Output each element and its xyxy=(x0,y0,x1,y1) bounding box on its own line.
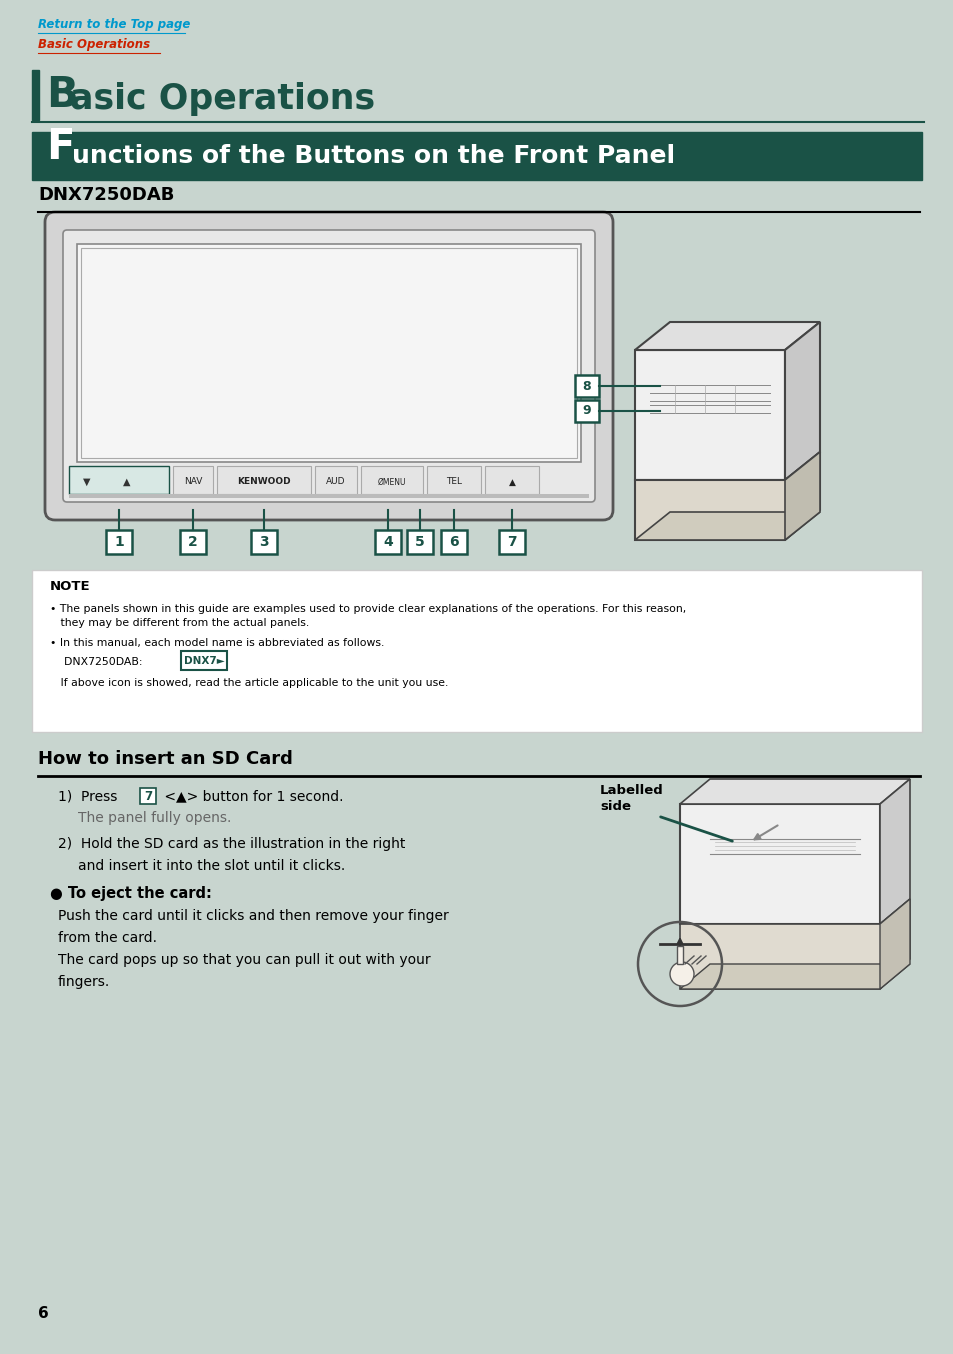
Text: 7: 7 xyxy=(507,535,517,548)
Bar xyxy=(440,529,467,554)
Text: 6: 6 xyxy=(449,535,458,548)
Text: from the card.: from the card. xyxy=(58,932,157,945)
Text: KENWOOD: KENWOOD xyxy=(237,478,291,486)
Text: 1: 1 xyxy=(114,535,124,548)
Bar xyxy=(314,466,356,494)
Text: • In this manual, each model name is abbreviated as follows.: • In this manual, each model name is abb… xyxy=(50,638,384,649)
Text: DNX7250DAB: DNX7250DAB xyxy=(38,185,174,204)
Text: DNX7250DAB:: DNX7250DAB: xyxy=(50,657,146,668)
Text: AUD: AUD xyxy=(326,478,345,486)
Polygon shape xyxy=(879,779,909,923)
Bar xyxy=(106,529,132,554)
Bar xyxy=(498,529,524,554)
Polygon shape xyxy=(784,322,820,481)
Polygon shape xyxy=(635,452,820,540)
Text: 6: 6 xyxy=(38,1307,49,1322)
Text: 9: 9 xyxy=(582,405,591,417)
Text: ● To eject the card:: ● To eject the card: xyxy=(50,886,212,900)
Text: 2: 2 xyxy=(188,535,197,548)
Bar xyxy=(32,570,921,733)
Text: B: B xyxy=(46,74,77,116)
Bar xyxy=(69,466,169,494)
Text: • The panels shown in this guide are examples used to provide clear explanations: • The panels shown in this guide are exa… xyxy=(50,604,685,613)
Text: 2)  Hold the SD card as the illustration in the right: 2) Hold the SD card as the illustration … xyxy=(58,837,405,852)
Bar xyxy=(172,466,213,494)
FancyBboxPatch shape xyxy=(45,213,613,520)
Polygon shape xyxy=(679,899,909,988)
Text: ØMENU: ØMENU xyxy=(377,478,406,486)
Bar xyxy=(375,529,400,554)
Text: and insert it into the slot until it clicks.: and insert it into the slot until it cli… xyxy=(78,858,345,873)
Bar xyxy=(484,466,538,494)
Polygon shape xyxy=(677,946,682,964)
Text: 5: 5 xyxy=(415,535,424,548)
Bar xyxy=(140,788,156,804)
Bar xyxy=(360,466,422,494)
Bar xyxy=(216,466,311,494)
Bar xyxy=(575,399,598,422)
Text: 8: 8 xyxy=(582,379,591,393)
FancyBboxPatch shape xyxy=(181,651,227,670)
FancyBboxPatch shape xyxy=(63,230,595,502)
Text: The panel fully opens.: The panel fully opens. xyxy=(78,811,232,825)
Bar xyxy=(407,529,433,554)
Text: fingers.: fingers. xyxy=(58,975,111,988)
Text: Push the card until it clicks and then remove your finger: Push the card until it clicks and then r… xyxy=(58,909,448,923)
Text: 7: 7 xyxy=(144,789,152,803)
Text: Return to the Top page: Return to the Top page xyxy=(38,18,191,31)
Text: The card pops up so that you can pull it out with your: The card pops up so that you can pull it… xyxy=(58,953,430,967)
Bar xyxy=(679,804,879,923)
Polygon shape xyxy=(635,349,784,481)
Polygon shape xyxy=(635,512,820,540)
Bar xyxy=(81,248,577,458)
Circle shape xyxy=(669,961,693,986)
Text: ▲: ▲ xyxy=(508,478,515,486)
Polygon shape xyxy=(879,899,909,988)
Bar xyxy=(251,529,276,554)
Text: TEL: TEL xyxy=(446,478,461,486)
Text: 3: 3 xyxy=(259,535,269,548)
Text: Labelled: Labelled xyxy=(599,784,663,798)
Text: 4: 4 xyxy=(383,535,393,548)
Bar xyxy=(575,375,598,397)
Bar xyxy=(32,70,39,121)
Text: NAV: NAV xyxy=(184,478,202,486)
Text: DNX7►: DNX7► xyxy=(183,655,224,666)
Polygon shape xyxy=(679,964,909,988)
Text: ▼: ▼ xyxy=(83,477,91,487)
Text: 1)  Press: 1) Press xyxy=(58,789,122,803)
Text: they may be different from the actual panels.: they may be different from the actual pa… xyxy=(50,617,309,628)
Polygon shape xyxy=(635,322,820,349)
Text: ▲: ▲ xyxy=(123,477,131,487)
Text: unctions of the Buttons on the Front Panel: unctions of the Buttons on the Front Pan… xyxy=(71,144,675,168)
Bar xyxy=(32,131,921,180)
Bar xyxy=(427,466,480,494)
Text: How to insert an SD Card: How to insert an SD Card xyxy=(38,750,293,768)
Polygon shape xyxy=(679,779,909,804)
Text: asic Operations: asic Operations xyxy=(70,83,375,116)
Bar xyxy=(69,494,588,498)
Text: If above icon is showed, read the article applicable to the unit you use.: If above icon is showed, read the articl… xyxy=(50,678,448,688)
Bar xyxy=(180,529,206,554)
Text: side: side xyxy=(599,800,630,812)
Bar xyxy=(77,244,580,462)
Text: NOTE: NOTE xyxy=(50,580,91,593)
Text: <▲> button for 1 second.: <▲> button for 1 second. xyxy=(160,789,343,803)
Polygon shape xyxy=(784,452,820,540)
Text: Basic Operations: Basic Operations xyxy=(38,38,150,51)
Text: F: F xyxy=(46,126,74,168)
